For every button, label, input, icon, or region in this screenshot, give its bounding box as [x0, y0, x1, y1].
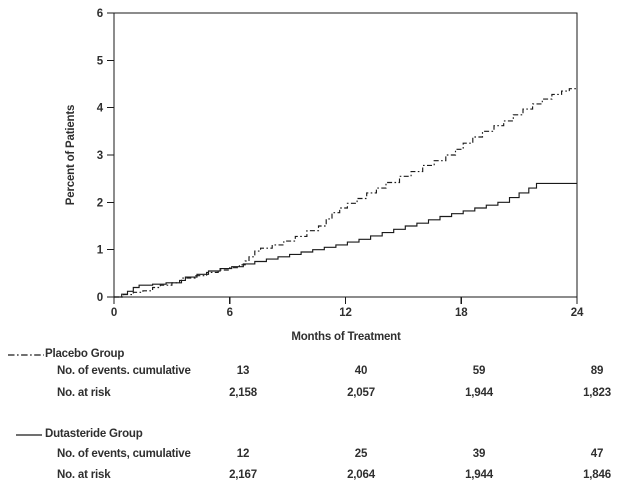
- cell-value: 59: [472, 365, 486, 377]
- cell-value: 2,158: [229, 387, 257, 399]
- table-row: No. at risk 2,158 2,057 1,944 1,823: [0, 387, 620, 402]
- row-label: No. at risk: [57, 469, 111, 481]
- y-tick-label: 3: [97, 150, 103, 162]
- y-tick-label: 5: [97, 55, 104, 67]
- dutasteride-line-icon: [16, 434, 42, 436]
- cell-value: 25: [354, 448, 368, 460]
- y-tick-label: 4: [97, 103, 104, 115]
- plot-border: [113, 12, 578, 298]
- row-label: No. of events, cumulative: [57, 448, 191, 460]
- table-row: No. at risk 2,167 2,064 1,944 1,846: [0, 469, 620, 484]
- table-row: No. of events, cumulative 12 25 39 47: [0, 448, 620, 463]
- cell-value: 89: [590, 365, 604, 377]
- cell-value: 1,823: [583, 387, 611, 399]
- x-tick-label: 0: [111, 307, 117, 319]
- y-axis-title: Percent of Patients: [65, 104, 77, 206]
- cell-value: 2,057: [347, 387, 375, 399]
- row-label: No. at risk: [57, 387, 111, 399]
- y-tick-label: 6: [97, 8, 103, 20]
- row-label: No. of events. cumulative: [57, 365, 191, 377]
- legend-group-dutasteride: Dutasteride Group: [0, 428, 620, 443]
- x-tick-label: 18: [455, 307, 468, 319]
- cell-value: 12: [236, 448, 250, 460]
- y-tick-label: 0: [97, 292, 103, 304]
- table-row: No. of events. cumulative 13 40 59 89: [0, 365, 620, 380]
- placebo-line-icon: [8, 354, 44, 356]
- group-name: Dutasteride Group: [45, 428, 143, 440]
- y-tick-label: 1: [97, 245, 104, 257]
- cell-value: 13: [236, 365, 250, 377]
- cell-value: 1,944: [465, 469, 493, 481]
- cell-value: 2,064: [347, 469, 375, 481]
- placebo-curve: [114, 88, 577, 298]
- y-tick-label: 2: [97, 197, 103, 209]
- cell-value: 1,944: [465, 387, 493, 399]
- group-name: Placebo Group: [45, 348, 125, 360]
- cell-value: 2,167: [229, 469, 257, 481]
- legend-group-placebo: Placebo Group: [0, 348, 620, 363]
- cell-value: 47: [590, 448, 604, 460]
- cell-value: 1,846: [583, 469, 611, 481]
- x-tick-label: 12: [339, 307, 351, 319]
- x-tick-label: 24: [571, 307, 584, 319]
- cell-value: 39: [472, 448, 486, 460]
- x-axis-title: Months of Treatment: [291, 331, 401, 343]
- x-tick-label: 6: [227, 307, 233, 319]
- cell-value: 40: [354, 365, 368, 377]
- dutasteride-curve: [114, 182, 577, 298]
